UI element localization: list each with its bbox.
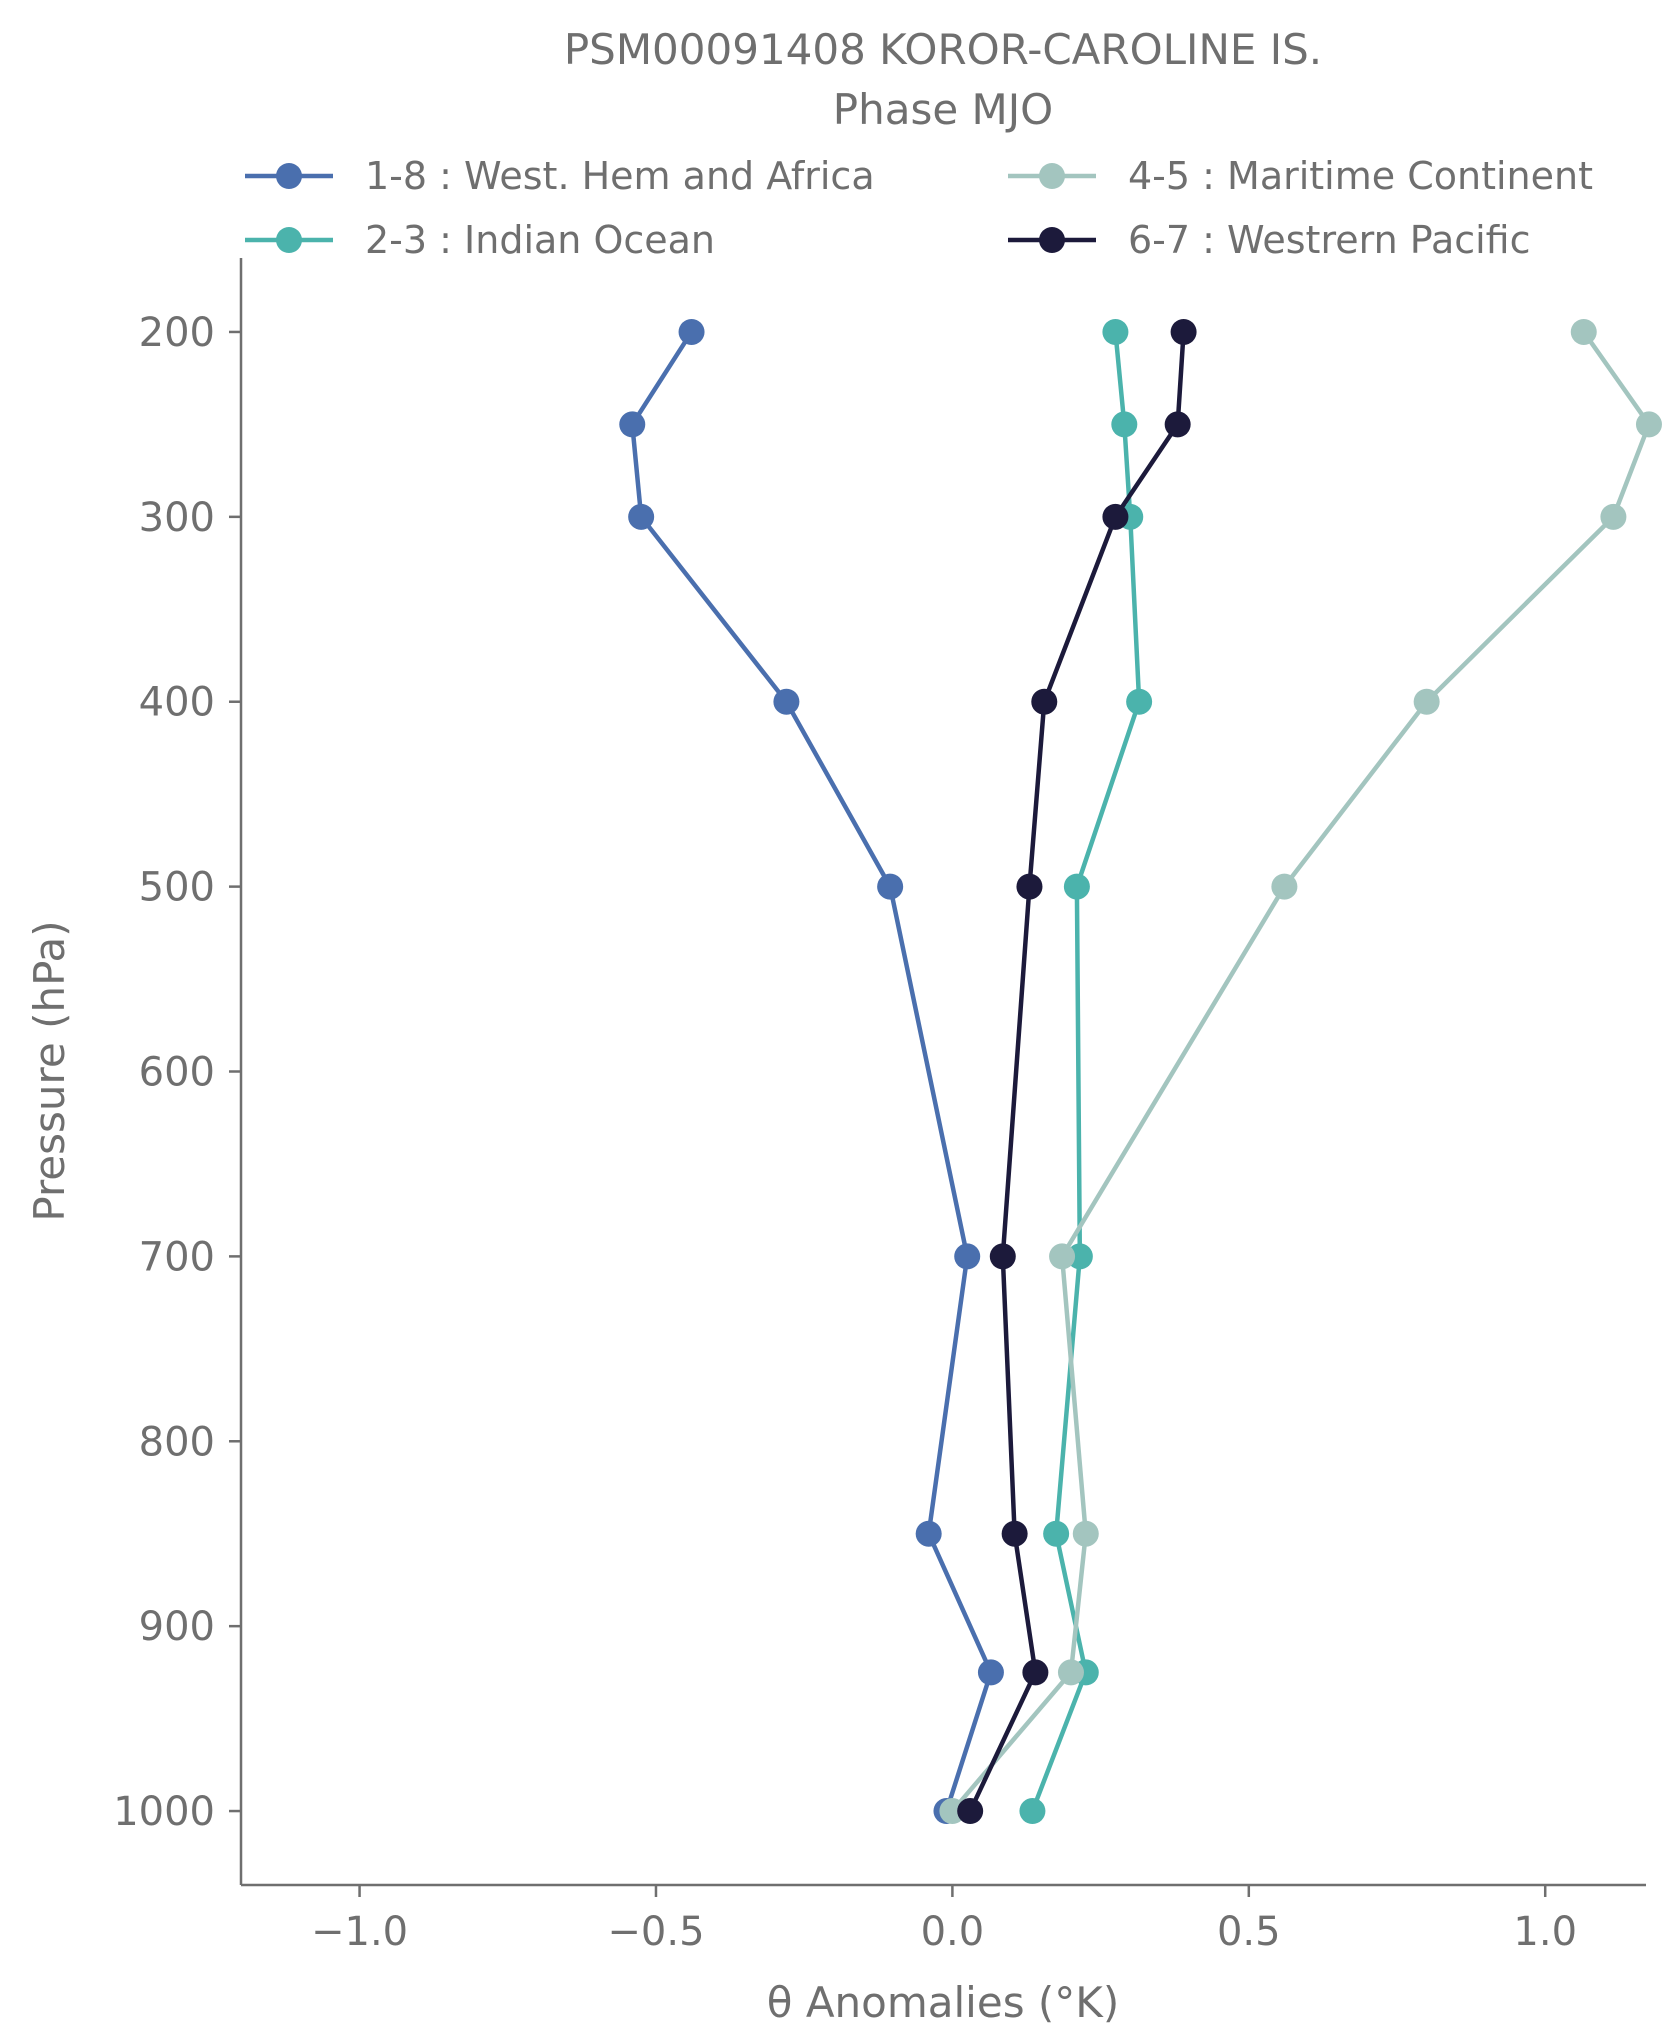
data-point (1043, 1520, 1070, 1547)
data-point (619, 411, 646, 438)
data-point (1066, 1243, 1093, 1270)
x-tick-label: 0.5 (1217, 1909, 1281, 1955)
data-point (1019, 1798, 1046, 1825)
data-point (1022, 1659, 1049, 1686)
data-point (915, 1520, 942, 1547)
data-point (1600, 503, 1627, 530)
series-3 (939, 318, 1662, 1825)
data-point (1170, 318, 1197, 345)
x-tick-label: 1.0 (1513, 1909, 1577, 1955)
data-point (1635, 411, 1662, 438)
legend-swatch-marker (1039, 163, 1065, 189)
y-tick-label: 500 (139, 865, 215, 911)
legend: 1-8 : West. Hem and Africa 2-3 : Indian O… (245, 154, 1593, 262)
series-group (619, 318, 1662, 1825)
data-point (957, 1798, 984, 1825)
y-tick-label: 800 (139, 1419, 215, 1465)
y-tick-label: 400 (139, 680, 215, 726)
data-point (977, 1659, 1004, 1686)
legend-label: 6-7 : Westrern Pacific (1128, 218, 1531, 262)
y-tick-label: 900 (139, 1604, 215, 1650)
data-point (1102, 503, 1129, 530)
legend-item: 6-7 : Westrern Pacific (1008, 218, 1531, 262)
chart-subtitle: Phase MJO (833, 85, 1053, 134)
data-point (1271, 873, 1298, 900)
y-tick-label: 300 (139, 495, 215, 541)
x-ticks: −1.0 −0.5 0.0 0.5 1.0 (311, 1885, 1577, 1955)
data-point (989, 1243, 1016, 1270)
data-point (1031, 688, 1058, 715)
data-point (1016, 873, 1043, 900)
data-point (1102, 318, 1129, 345)
y-tick-label: 700 (139, 1234, 215, 1280)
x-axis-label: θ Anomalies (°K) (767, 1978, 1119, 2027)
legend-swatch-marker (1039, 227, 1065, 253)
legend-label: 1-8 : West. Hem and Africa (365, 154, 875, 198)
data-point (877, 873, 904, 900)
data-point (1049, 1243, 1076, 1270)
data-point (773, 688, 800, 715)
data-point (1001, 1520, 1028, 1547)
x-tick-label: −0.5 (607, 1909, 704, 1955)
legend-label: 4-5 : Maritime Continent (1128, 154, 1593, 198)
data-point (1413, 688, 1440, 715)
legend-swatch-marker (276, 227, 302, 253)
legend-label: 2-3 : Indian Ocean (365, 218, 715, 262)
x-tick-label: −1.0 (311, 1909, 408, 1955)
data-point (1164, 411, 1191, 438)
series-1 (619, 318, 1004, 1825)
data-point (954, 1243, 981, 1270)
data-point (1570, 318, 1597, 345)
data-point (939, 1798, 966, 1825)
data-point (1063, 873, 1090, 900)
data-point (1111, 411, 1138, 438)
y-ticks: 200 300 400 500 600 700 800 900 1000 (113, 310, 241, 1835)
legend-swatch-marker (276, 163, 302, 189)
y-tick-label: 200 (139, 310, 215, 356)
data-point (628, 503, 655, 530)
data-point (678, 318, 705, 345)
y-axis-label: Pressure (hPa) (25, 920, 74, 1221)
y-tick-label: 1000 (113, 1789, 215, 1835)
x-tick-label: 0.0 (921, 1909, 985, 1955)
legend-item: 4-5 : Maritime Continent (1008, 154, 1593, 198)
y-tick-label: 600 (139, 1050, 215, 1096)
data-point (1126, 688, 1153, 715)
legend-item: 2-3 : Indian Ocean (245, 218, 715, 262)
chart-title: PSM00091408 KOROR-CAROLINE IS. (564, 25, 1322, 74)
legend-item: 1-8 : West. Hem and Africa (245, 154, 875, 198)
data-point (1057, 1659, 1084, 1686)
data-point (1072, 1520, 1099, 1547)
series-4 (957, 318, 1197, 1825)
